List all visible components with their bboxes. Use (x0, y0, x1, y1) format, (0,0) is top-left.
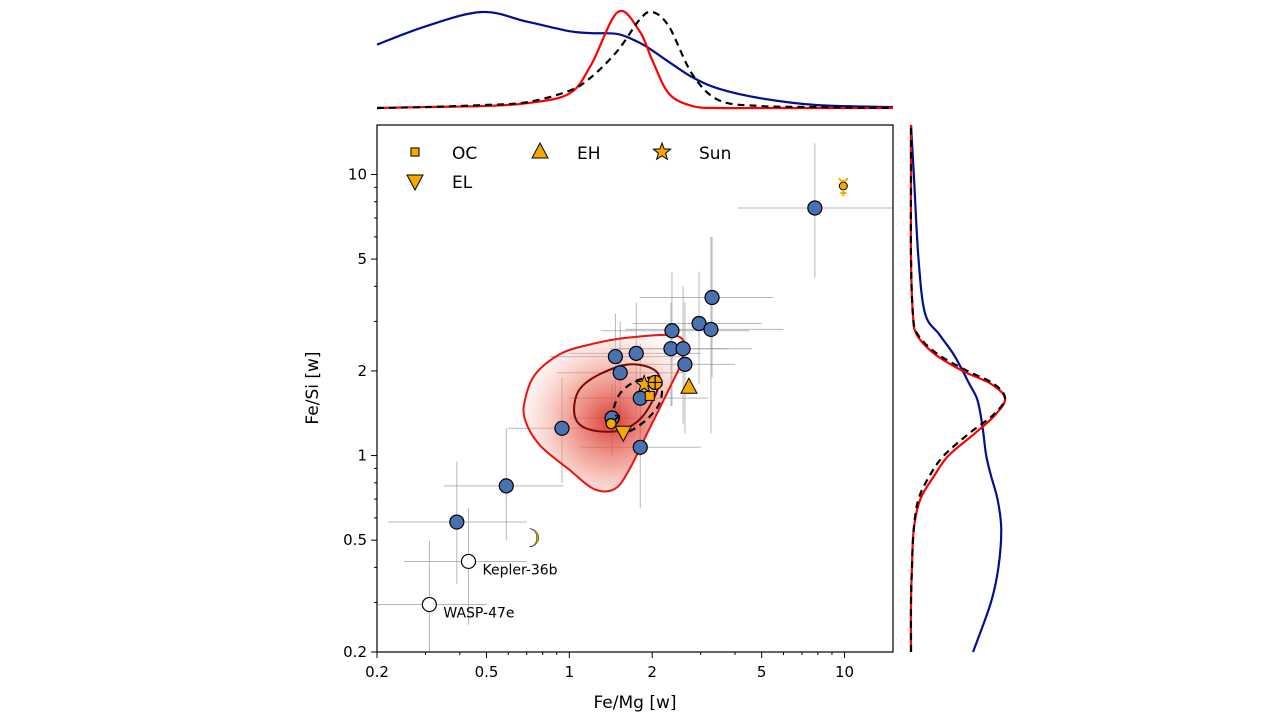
right-marginal-kde (909, 124, 1007, 653)
y-tick-label: 10 (348, 165, 367, 183)
y-tick-label: 0.2 (343, 643, 367, 661)
exoplanet-point (449, 514, 465, 530)
exoplanet-point (628, 345, 644, 361)
el-marker (614, 425, 633, 443)
exoplanet-point (607, 348, 623, 365)
top-kde-red (376, 9, 893, 110)
exoplanet-point (807, 200, 823, 216)
plot-frame (376, 124, 894, 653)
exoplanet-point (703, 321, 719, 338)
point-label: WASP-47e (443, 606, 514, 622)
reference-markers (529, 177, 849, 547)
exoplanet-point-labeled (421, 596, 437, 613)
contour-outer (522, 333, 686, 493)
legend: OC EH Sun EL (406, 141, 731, 193)
exoplanet-point (664, 323, 680, 339)
data-points: Kepler-36b WASP-47e (421, 200, 823, 622)
x-tick-label: 1 (565, 663, 575, 681)
exoplanet-point (677, 356, 693, 373)
exoplanet-point (632, 439, 648, 455)
mercury-marker (838, 181, 848, 191)
exoplanet-point (675, 341, 691, 357)
right-kde-black (909, 125, 1007, 653)
y-axis-label: Fe/Si [w] (303, 351, 323, 424)
x-tick-label: 5 (757, 663, 767, 681)
eh-marker (680, 377, 698, 394)
y-tick-label: 2 (357, 362, 367, 380)
exoplanet-point (498, 478, 514, 494)
point-label: Kepler-36b (482, 562, 557, 578)
top-kde-black (376, 10, 894, 110)
x-tick-label: 2 (647, 663, 657, 681)
legend-label: EH (577, 144, 601, 164)
density-fill (523, 334, 685, 492)
mercury-marker-strokes (838, 177, 849, 197)
legend-triangle-up-icon (531, 141, 549, 159)
top-kde-blue (376, 10, 894, 109)
mars-marker (605, 417, 617, 430)
earth-marker-cross (648, 375, 663, 390)
axes: 0.2 0.5 1 2 5 10 0.2 0.5 1 2 5 10 (343, 165, 854, 681)
x-axis-label: Fe/Mg [w] (593, 693, 676, 713)
exoplanet-point-labeled (460, 553, 477, 570)
x-tick-label: 0.2 (365, 663, 389, 681)
legend-square-icon (410, 147, 420, 157)
legend-star-icon (652, 141, 672, 161)
right-kde-blue (909, 124, 1003, 653)
y-tick-label: 5 (357, 250, 367, 268)
mars-marker-arrow (614, 414, 620, 421)
exoplanet-point (691, 315, 707, 332)
exoplanet-point (612, 365, 628, 381)
exoplanet-point (704, 289, 720, 306)
y-tick-label: 0.5 (343, 531, 367, 549)
exoplanet-point (554, 420, 570, 436)
right-kde-red (909, 125, 1007, 653)
legend-label: Sun (699, 144, 731, 164)
legend-triangle-down-icon (406, 174, 424, 192)
top-marginal-kde (376, 9, 894, 110)
legend-label: OC (452, 144, 477, 164)
oc-marker (644, 390, 655, 401)
density-contours (522, 333, 686, 493)
moon-marker (529, 528, 539, 547)
x-tick-label: 0.5 (475, 663, 499, 681)
legend-label: EL (452, 173, 473, 193)
x-tick-label: 10 (835, 663, 854, 681)
y-tick-label: 1 (357, 447, 367, 465)
